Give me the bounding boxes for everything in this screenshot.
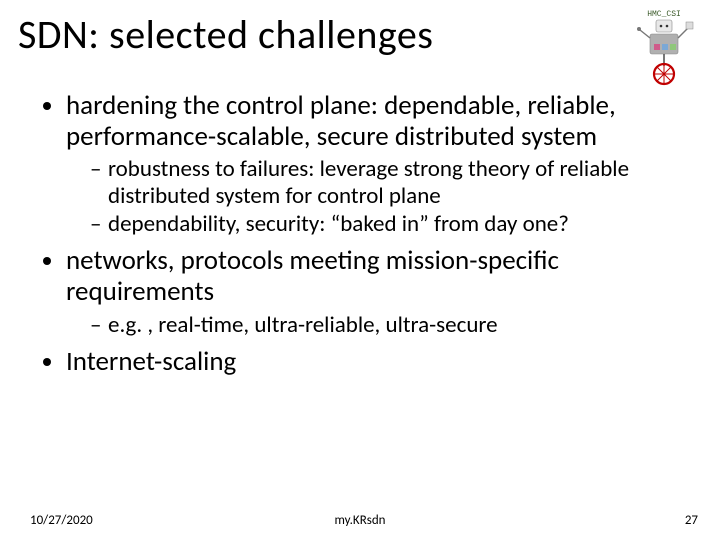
logo-text-icon: HMC_CSI	[647, 10, 681, 19]
bullet-2-text: networks, protocols meeting mission-spec…	[66, 244, 559, 308]
bullet-1: hardening the control plane: dependable,…	[66, 90, 690, 237]
bullet-list: hardening the control plane: dependable,…	[30, 90, 690, 377]
bullet-1-sub-2: dependability, security: “baked in” from…	[90, 211, 690, 237]
bullet-2-sub-1: e.g. , real-time, ultra-reliable, ultra-…	[90, 312, 690, 338]
bullet-3-text: Internet-scaling	[66, 345, 236, 378]
bullet-2: networks, protocols meeting mission-spec…	[66, 245, 690, 338]
bullet-1-sublist: robustness to failures: leverage strong …	[66, 156, 690, 237]
bullet-2-sublist: e.g. , real-time, ultra-reliable, ultra-…	[66, 312, 690, 338]
footer-center: my.KRsdn	[0, 513, 720, 528]
bullet-3: Internet-scaling	[66, 346, 690, 377]
bullet-1-text: hardening the control plane: dependable,…	[66, 89, 616, 153]
slide: SDN: selected challenges HMC_CSI	[0, 0, 720, 540]
robot-logo: HMC_CSI	[626, 8, 702, 88]
content-area: hardening the control plane: dependable,…	[30, 90, 690, 379]
footer-page-number: 27	[685, 513, 698, 528]
slide-title: SDN: selected challenges	[18, 10, 433, 59]
bullet-1-sub-1: robustness to failures: leverage strong …	[90, 156, 690, 209]
